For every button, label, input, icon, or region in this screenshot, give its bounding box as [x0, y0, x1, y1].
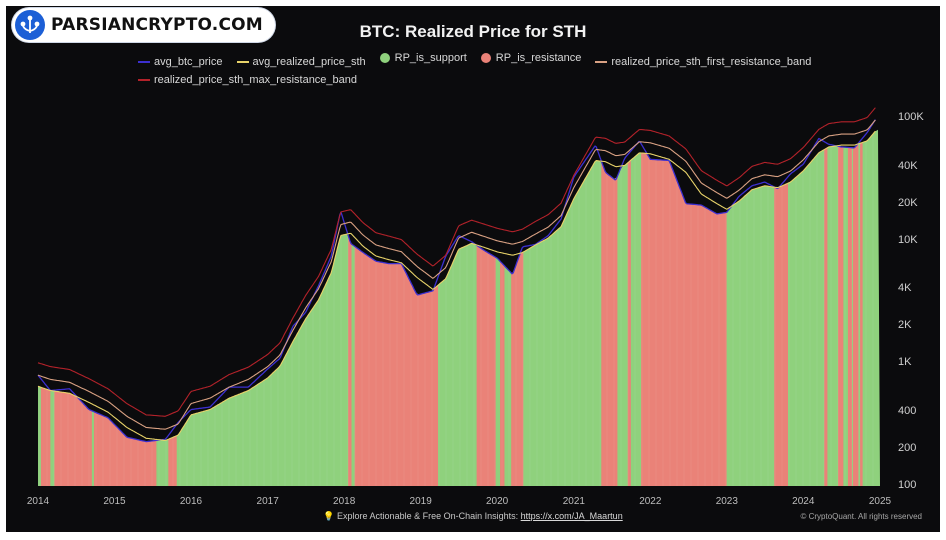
series-avg_btc_price: [37, 119, 876, 443]
legend-swatch: [379, 53, 390, 63]
legend-item[interactable]: avg_realized_price_sth: [236, 54, 366, 70]
legend-item[interactable]: realized_price_sth_max_resistance_band: [138, 72, 357, 88]
legend-label: RP_is_resistance: [495, 52, 582, 64]
legend-item[interactable]: RP_is_support: [379, 50, 467, 66]
resistance-period: [476, 129, 496, 486]
y-tick-label: 200: [898, 442, 917, 455]
series-realized_price_sth_max_resistance_band: [37, 107, 876, 417]
footer-link[interactable]: https://x.com/JA_Maartun: [520, 511, 623, 521]
legend-label: realized_price_sth_first_resistance_band: [611, 56, 812, 68]
x-tick-label: 2014: [26, 496, 50, 507]
copyright-text: © CryptoQuant. All rights reserved: [800, 512, 923, 521]
resistance-period: [348, 129, 352, 486]
legend-item[interactable]: realized_price_sth_first_resistance_band: [595, 54, 811, 70]
legend-swatch: [138, 61, 150, 63]
y-tick-label: 100K: [898, 110, 924, 123]
x-tick-label: 2015: [103, 496, 126, 507]
legend-label: avg_btc_price: [154, 56, 223, 68]
resistance-period: [774, 129, 789, 486]
chart-legend: avg_btc_price avg_realized_price_sth RP_is…: [138, 50, 858, 88]
x-tick-label: 2021: [562, 496, 585, 507]
x-tick-label: 2018: [333, 496, 356, 507]
x-tick-label: 2025: [868, 496, 892, 507]
legend-label: realized_price_sth_max_resistance_band: [154, 74, 358, 86]
x-tick-label: 2016: [179, 496, 203, 507]
resistance-period: [601, 129, 618, 486]
y-tick-label: 2K: [898, 319, 912, 332]
legend-swatch: [595, 61, 608, 63]
brand-name: PARSIANCRYPTO.COM: [51, 15, 263, 35]
resistance-period: [354, 129, 439, 486]
resistance-period: [627, 129, 631, 486]
resistance-period: [168, 129, 177, 486]
resistance-period: [847, 129, 852, 486]
y-tick-label: 400: [898, 405, 917, 418]
y-tick-label: 1K: [898, 356, 912, 369]
resistance-period: [852, 129, 859, 486]
legend-item[interactable]: RP_is_resistance: [480, 50, 582, 66]
x-tick-label: 2022: [639, 496, 662, 507]
footer-cta: 💡 Explore Actionable & Free On-Chain Ins…: [0, 511, 946, 522]
resistance-period: [500, 129, 505, 486]
resistance-period: [511, 129, 524, 486]
resistance-period: [54, 129, 92, 486]
series-avg_realized_price_sth: [37, 130, 876, 441]
legend-swatch: [236, 61, 249, 63]
brand-watermark: PARSIANCRYPTO.COM: [12, 8, 275, 42]
legend-swatch: [138, 79, 150, 81]
y-tick-label: 100: [898, 479, 917, 491]
x-tick-label: 2023: [715, 496, 738, 507]
x-tick-label: 2020: [486, 496, 509, 507]
resistance-period: [860, 129, 863, 486]
legend-item[interactable]: avg_btc_price: [138, 54, 223, 70]
x-tick-label: 2017: [256, 496, 279, 507]
resistance-period: [40, 129, 51, 486]
footer-cta-text: Explore Actionable & Free On-Chain Insig…: [337, 511, 519, 521]
x-tick-label: 2024: [792, 496, 815, 507]
brand-logo-icon: [15, 10, 45, 40]
resistance-period: [838, 129, 844, 486]
y-tick-label: 20K: [898, 196, 918, 209]
legend-label: RP_is_support: [394, 52, 467, 64]
y-tick-label: 10K: [898, 233, 918, 246]
legend-label: avg_realized_price_sth: [252, 56, 366, 68]
lightbulb-icon: 💡: [323, 511, 335, 521]
chart-title: BTC: Realized Price for STH: [359, 22, 587, 41]
x-tick-label: 2019: [409, 496, 432, 507]
legend-swatch: [480, 53, 491, 63]
y-tick-label: 4K: [898, 282, 912, 295]
y-tick-label: 40K: [898, 159, 918, 172]
resistance-period: [824, 129, 828, 486]
series-realized_price_sth_first_resistance_band: [37, 119, 876, 430]
